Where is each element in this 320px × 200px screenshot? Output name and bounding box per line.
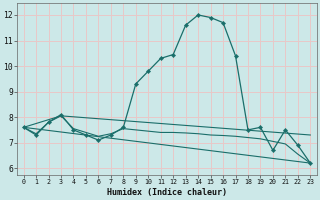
X-axis label: Humidex (Indice chaleur): Humidex (Indice chaleur): [107, 188, 227, 197]
